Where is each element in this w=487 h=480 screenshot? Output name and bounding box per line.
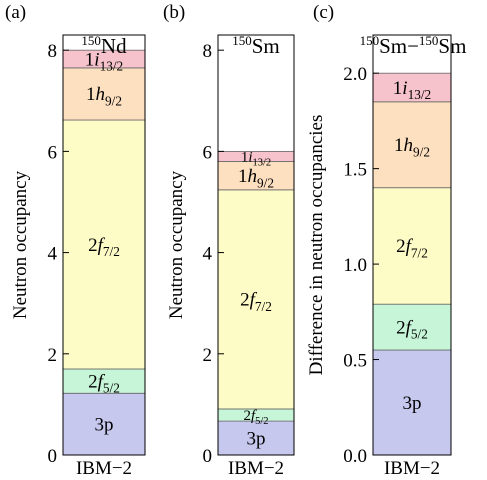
y-tick-label: 0	[48, 446, 58, 467]
y-tick-label: 6	[203, 142, 213, 163]
panel-c: 3p 2f5/2 2f7/2 1h9/2 1i13/2 0.0 0.5 1.0 1.5 2.0 Di…	[306, 2, 466, 479]
y-tick-label: 0	[203, 446, 213, 467]
segment-label-2f7-2: 2f7/2	[88, 235, 120, 259]
plot-frame	[62, 34, 146, 456]
segment-label-2f5-2: 2f5/2	[88, 371, 120, 395]
segment-3p	[62, 392, 146, 456]
segment-label-3p: 3p	[95, 414, 114, 435]
y-tick-label: 2	[203, 345, 213, 366]
plot-frame	[217, 34, 295, 456]
segment-2f5-2	[62, 368, 146, 394]
y-tick-label: 0.5	[343, 351, 367, 372]
segment-label-1h9-2: 1h9/2	[86, 84, 122, 108]
plot-frame	[372, 34, 452, 456]
panel-label: (b)	[163, 2, 185, 23]
y-tick-label: 2.0	[343, 64, 367, 85]
segment-2f5-2	[372, 303, 452, 351]
segment-label-1h9-2: 1h9/2	[238, 166, 274, 190]
x-axis-label: IBM−2	[76, 458, 132, 479]
segment-label-2f7-2: 2f7/2	[396, 236, 428, 260]
y-axis-label: Neutron occupancy	[10, 170, 31, 319]
segment-label-1i13-2: 1i13/2	[85, 49, 123, 73]
segment-label-2f5-2: 2f5/2	[243, 408, 268, 427]
y-axis-label: Neutron occupancy	[166, 170, 187, 319]
y-tick-label: 4	[48, 244, 58, 265]
segment-label-1h9-2: 1h9/2	[394, 135, 430, 159]
segment-label-1i13-2: 1i13/2	[393, 78, 431, 102]
y-axis-label: Difference in neutron occupancies	[306, 115, 327, 376]
segment-label-2f7-2: 2f7/2	[240, 290, 272, 314]
y-tick-label: 8	[203, 41, 213, 62]
y-tick-label: 1.5	[343, 160, 367, 181]
y-tick-label: 6	[48, 142, 58, 163]
y-tick-label: 8	[48, 41, 58, 62]
segment-label-3p: 3p	[403, 393, 422, 414]
nucleus-label: 150Sm	[232, 33, 280, 58]
segment-label-3p: 3p	[247, 428, 266, 449]
panel-label: (c)	[313, 2, 334, 23]
segment-1h9-2	[62, 67, 146, 121]
segment-label-1i13-2: 1i13/2	[241, 149, 271, 168]
panel-label: (a)	[5, 2, 26, 23]
nucleus-label: 150Nd	[81, 33, 127, 58]
y-tick-label: 1.0	[343, 255, 367, 276]
y-tick-label: 4	[203, 244, 213, 265]
y-tick-label: 0.0	[343, 446, 367, 467]
segment-2f7-2	[217, 189, 295, 410]
x-axis-label: IBM−2	[228, 458, 284, 479]
segment-label-2f5-2: 2f5/2	[396, 317, 428, 341]
x-axis-label: IBM−2	[384, 458, 440, 479]
panel-a: 3p 2f5/2 2f7/2 1h9/2 1i13/2 0 2 4 6 8 Neutron occu…	[5, 2, 146, 479]
y-tick-label: 2	[48, 345, 58, 366]
nucleus-label: 150Sm−150Sm	[360, 33, 467, 58]
